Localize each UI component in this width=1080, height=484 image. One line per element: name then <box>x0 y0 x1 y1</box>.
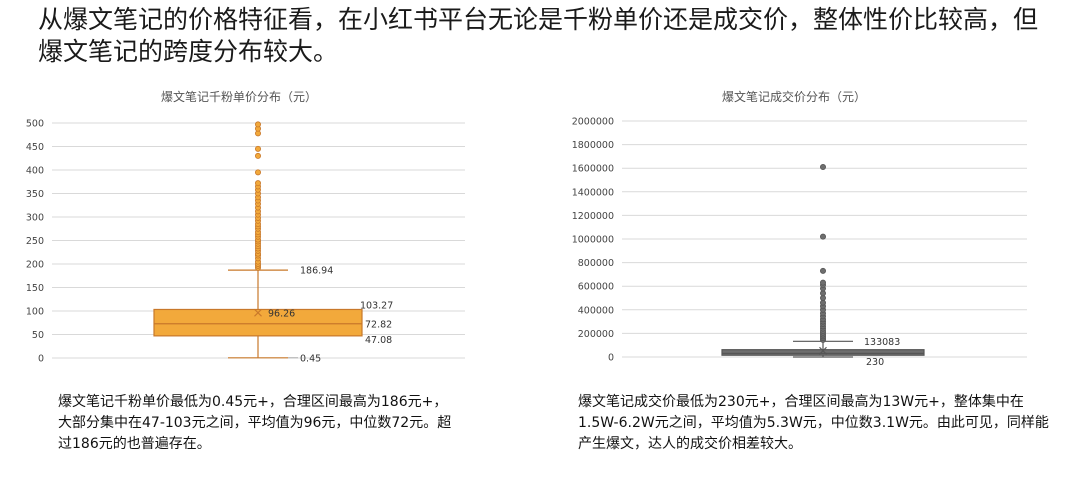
fan-price-description: 爆文笔记千粉单价最低为0.45元+，合理区间最高为186元+，大部分集中在47-… <box>58 394 452 452</box>
fan-price-boxplot: 爆文笔记千粉单价分布（元） 0 50 100 150 200 250 300 350 400 450… <box>26 89 465 365</box>
whisker-high-label: 133083 <box>864 337 900 348</box>
y-tick-label: 200 <box>26 260 44 271</box>
y-tick-label: 100 <box>26 307 44 318</box>
chart-title: 爆文笔记千粉单价分布（元） <box>161 89 317 104</box>
median-label: 72.82 <box>365 319 392 330</box>
y-tick-label: 50 <box>32 330 44 341</box>
chart-title: 爆文笔记成交价分布（元） <box>722 89 866 104</box>
y-tick-label: 400 <box>26 166 44 177</box>
y-tick-label: 450 <box>26 142 44 153</box>
y-tick-label: 1800000 <box>572 140 614 151</box>
y-tick-label: 800000 <box>578 258 614 269</box>
whisker-high-label: 186.94 <box>300 266 333 277</box>
y-tick-label: 500 <box>26 119 44 130</box>
y-tick-label: 1600000 <box>572 164 614 175</box>
outlier-point <box>819 164 826 171</box>
outlier-point <box>254 145 261 152</box>
headline: 从爆文笔记的价格特征看，在小红书平台无论是千粉单价还是成交价，整体性价比较高，但… <box>38 5 1039 66</box>
whisker-low-label: 230 <box>866 357 884 368</box>
y-tick-label: 1000000 <box>572 235 614 246</box>
y-tick-label: 350 <box>26 189 44 200</box>
whisker-low-label: 0.45 <box>300 353 321 364</box>
y-tick-label: 300 <box>26 213 44 224</box>
y-tick-label: 2000000 <box>572 117 614 128</box>
outlier-point <box>819 279 826 286</box>
mean-marker <box>254 308 262 317</box>
mean-marker <box>819 346 827 355</box>
y-tick-label: 200000 <box>578 329 614 340</box>
y-tick-label: 1200000 <box>572 211 614 222</box>
y-tick-label: 250 <box>26 236 44 247</box>
outlier-point <box>819 233 826 240</box>
box-iqr <box>721 349 925 356</box>
y-tick-label: 400000 <box>578 305 614 316</box>
y-tick-label: 600000 <box>578 282 614 293</box>
deal-price-description: 爆文笔记成交价最低为230元+，合理区间最高为13W元+，整体集中在1.5W-6… <box>578 394 1049 452</box>
outlier-point <box>254 180 261 187</box>
y-tick-label: 0 <box>38 354 44 365</box>
q3-label: 103.27 <box>360 300 393 311</box>
outlier-point <box>254 169 261 176</box>
y-tick-label: 1400000 <box>572 187 614 198</box>
q1-label: 47.08 <box>365 335 392 346</box>
y-tick-label: 150 <box>26 283 44 294</box>
deal-price-boxplot: 爆文笔记成交价分布（元） 0 200000 400000 600000 800000 100… <box>572 89 1027 368</box>
y-tick-label: 0 <box>608 353 614 364</box>
outlier-point <box>254 121 261 128</box>
outlier-point <box>254 152 261 159</box>
box-iqr <box>153 308 363 337</box>
outlier-point <box>819 267 826 274</box>
mean-label: 96.26 <box>268 308 295 319</box>
